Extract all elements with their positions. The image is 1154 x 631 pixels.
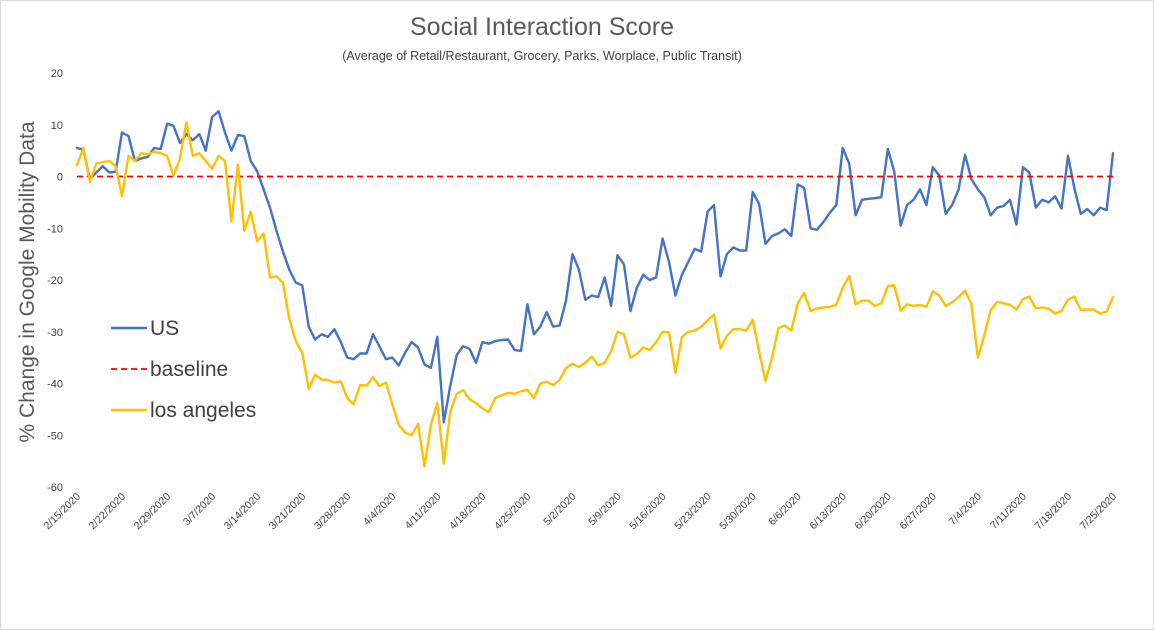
y-tick-label: -20 xyxy=(47,275,63,287)
chart-title: Social Interaction Score xyxy=(410,13,674,41)
x-tick-label: 5/23/2020 xyxy=(672,491,714,533)
x-tick-label: 4/11/2020 xyxy=(403,491,444,532)
x-tick-label: 6/13/2020 xyxy=(807,491,849,533)
legend-label: los angeles xyxy=(150,399,256,422)
series-line-los-angeles xyxy=(75,121,1115,468)
x-tick-label: 2/22/2020 xyxy=(87,491,129,533)
y-axis-ticks: 20 10 0 -10 -20 -30 -40 -50 -60 xyxy=(47,68,63,494)
x-tick-label: 5/30/2020 xyxy=(717,491,759,533)
x-tick-label: 3/28/2020 xyxy=(312,491,354,533)
series-lines xyxy=(75,110,1115,468)
x-tick-label: 4/25/2020 xyxy=(492,491,534,533)
x-tick-label: 5/2/2020 xyxy=(541,491,578,528)
y-tick-label: -30 xyxy=(47,327,63,339)
x-tick-label: 7/18/2020 xyxy=(1033,491,1075,533)
x-tick-label: 6/6/2020 xyxy=(766,491,803,528)
x-tick-label: 3/14/2020 xyxy=(222,491,264,533)
x-tick-label: 6/27/2020 xyxy=(897,491,939,533)
y-tick-label: 10 xyxy=(51,120,63,132)
x-tick-label: 7/11/2020 xyxy=(988,491,1029,532)
x-tick-label: 2/15/2020 xyxy=(42,491,84,533)
x-tick-label: 5/9/2020 xyxy=(586,491,623,528)
y-tick-label: 20 xyxy=(51,68,63,80)
y-tick-label: -50 xyxy=(47,430,63,442)
x-tick-label: 6/20/2020 xyxy=(852,491,894,533)
x-tick-label: 3/21/2020 xyxy=(267,491,309,533)
x-tick-label: 7/25/2020 xyxy=(1078,491,1120,533)
y-tick-label: -10 xyxy=(47,223,63,235)
x-tick-label: 3/7/2020 xyxy=(181,491,218,528)
legend-label: US xyxy=(150,317,179,340)
legend-label: baseline xyxy=(150,358,228,381)
y-tick-label: -60 xyxy=(47,482,63,494)
x-tick-label: 2/29/2020 xyxy=(132,491,174,533)
y-tick-label: -40 xyxy=(47,379,63,391)
x-tick-label: 4/18/2020 xyxy=(447,491,489,533)
y-tick-label: 0 xyxy=(57,172,63,184)
y-axis-label: % Change in Google Mobility Data xyxy=(16,121,39,442)
x-tick-label: 7/4/2020 xyxy=(947,491,984,528)
chart-subtitle: (Average of Retail/Restaurant, Grocery, … xyxy=(342,49,741,63)
x-tick-label: 5/16/2020 xyxy=(627,491,669,533)
series-line-us xyxy=(75,110,1115,424)
x-axis-ticks: 2/15/2020 2/22/2020 2/29/2020 3/7/2020 3/14/… xyxy=(42,491,1120,533)
x-tick-label: 4/4/2020 xyxy=(361,491,398,528)
legend: US baseline los angeles xyxy=(111,317,256,422)
